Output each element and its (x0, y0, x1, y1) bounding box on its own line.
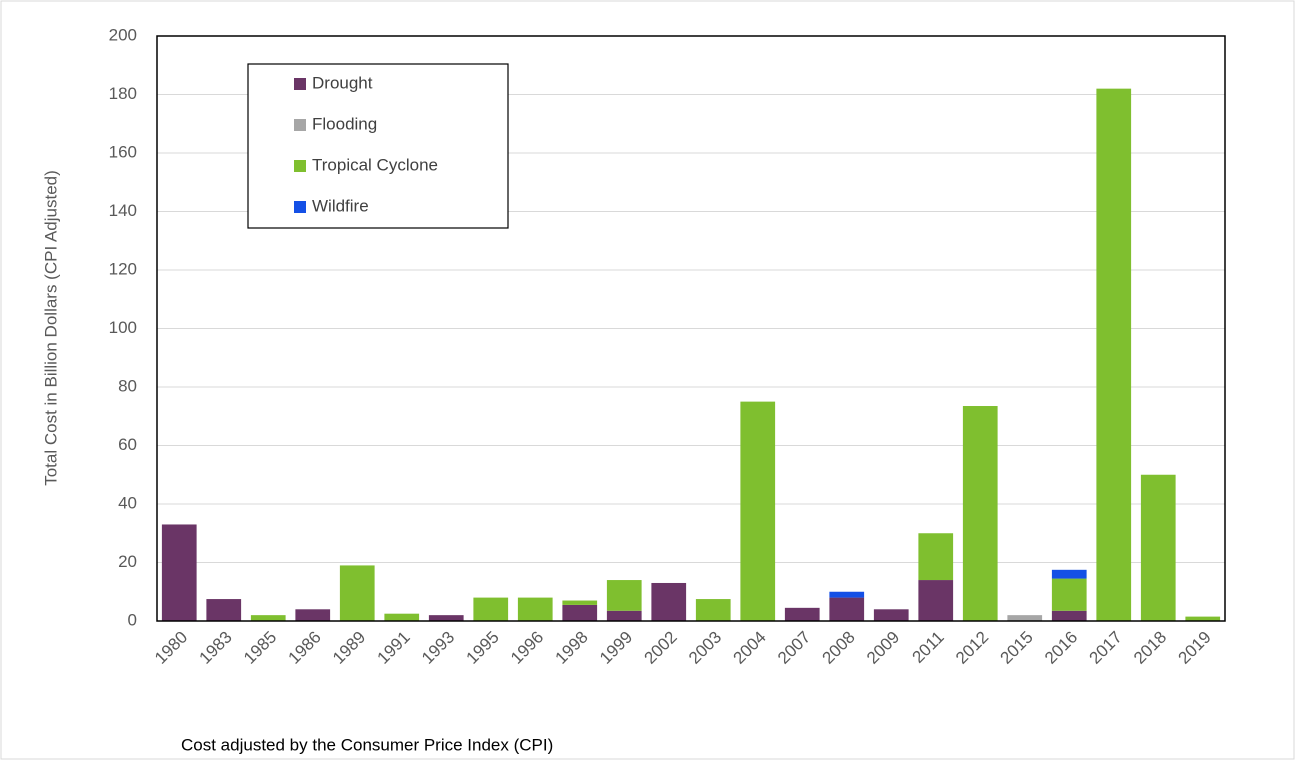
y-axis-label: Total Cost in Billion Dollars (CPI Adjus… (41, 170, 60, 486)
bar-segment (918, 580, 954, 621)
bar-segment (295, 609, 331, 621)
bar-segment (1140, 474, 1176, 621)
footnote: Cost adjusted by the Consumer Price Inde… (181, 735, 553, 754)
bar-segment (1185, 616, 1221, 621)
bar-segment (250, 615, 286, 621)
legend-label: Drought (312, 73, 373, 92)
bar-segment (562, 600, 598, 605)
bar-segment (1051, 578, 1087, 611)
y-tick-label: 160 (109, 142, 137, 161)
bar-segment (562, 604, 598, 621)
bar-segment (606, 580, 642, 611)
bar-segment (1007, 615, 1043, 621)
bar-segment (740, 401, 776, 621)
y-tick-label: 60 (118, 435, 137, 454)
bar-segment (651, 582, 687, 621)
bar-segment (829, 591, 865, 598)
legend-swatch (294, 78, 306, 90)
bar-segment (606, 610, 642, 621)
y-tick-label: 80 (118, 376, 137, 395)
bar-segment (873, 609, 909, 621)
bar-segment (473, 597, 509, 621)
y-tick-label: 100 (109, 318, 137, 337)
bar-segment (1096, 88, 1132, 621)
legend-swatch (294, 119, 306, 131)
legend-box (247, 63, 509, 229)
bar-segment (339, 565, 375, 621)
bar-segment (695, 599, 731, 621)
legend-swatch (294, 160, 306, 172)
bar-segment (784, 607, 820, 621)
plot-frame (156, 35, 1226, 622)
bar-segment (517, 597, 553, 621)
bar-segment (384, 613, 420, 621)
y-tick-label: 120 (109, 259, 137, 278)
y-tick-label: 0 (128, 610, 137, 629)
y-tick-label: 200 (109, 25, 137, 44)
y-tick-label: 140 (109, 201, 137, 220)
bar-segment (829, 597, 865, 621)
legend-label: Flooding (312, 114, 377, 133)
bar-segment (428, 615, 464, 621)
legend-label: Tropical Cyclone (312, 155, 438, 174)
bar-segment (962, 406, 998, 621)
bar-segment (161, 524, 197, 621)
bar-segment (918, 533, 954, 581)
legend-label: Wildfire (312, 196, 369, 215)
bar-segment (1051, 610, 1087, 621)
y-tick-label: 40 (118, 493, 137, 512)
bar-segment (206, 599, 242, 621)
y-tick-label: 180 (109, 84, 137, 103)
y-tick-label: 20 (118, 552, 137, 571)
bar-segment (1051, 569, 1087, 579)
legend-swatch (294, 201, 306, 213)
